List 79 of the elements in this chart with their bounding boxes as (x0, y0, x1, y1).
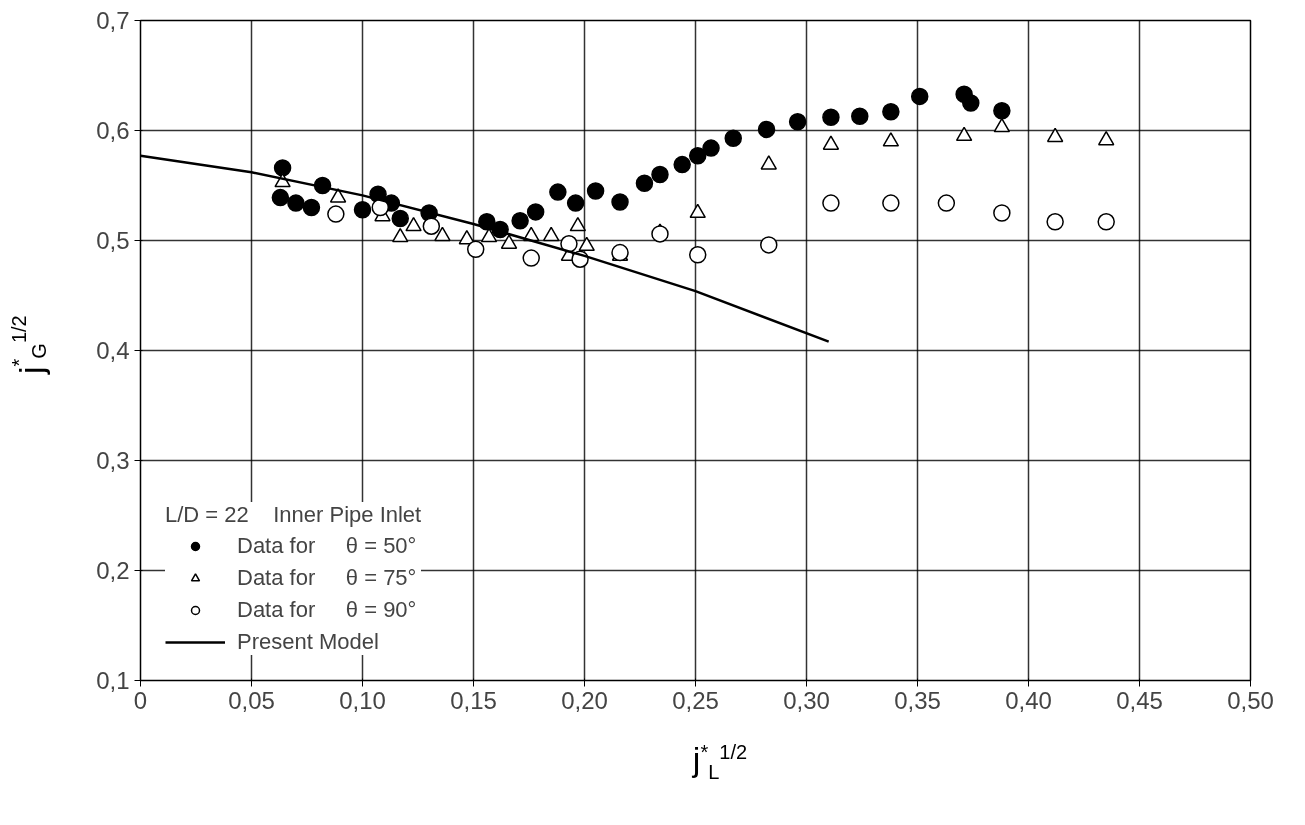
point (757, 120, 776, 139)
x-tick-label: 0,15 (450, 686, 497, 714)
point (1046, 213, 1064, 231)
point (271, 188, 290, 207)
point (522, 249, 540, 267)
point (760, 155, 778, 170)
point (822, 108, 840, 127)
point (760, 236, 778, 254)
point (724, 129, 742, 147)
point (578, 236, 595, 252)
point (993, 204, 1011, 222)
point (1046, 127, 1064, 143)
x-tick-label: 0,30 (783, 686, 830, 714)
point (788, 112, 807, 131)
point (422, 217, 441, 235)
point (273, 159, 292, 177)
point (511, 211, 529, 230)
y-tick-label: 0,4 (96, 337, 130, 364)
point (329, 188, 347, 203)
x-tick-label: 0,35 (894, 686, 941, 714)
point (542, 226, 560, 242)
point (651, 165, 669, 184)
point (688, 246, 707, 264)
x-tick-label: 0 (133, 686, 148, 714)
point (851, 107, 869, 125)
point (1097, 130, 1115, 146)
point (353, 200, 372, 219)
y-tick-label: 0,6 (96, 117, 130, 144)
y-tick-label: 0,3 (96, 447, 130, 474)
point (569, 216, 587, 232)
point (566, 194, 585, 212)
point (689, 203, 706, 219)
x-tick-label: 0,05 (228, 686, 275, 714)
point (910, 87, 929, 106)
legend-label: Present Model (237, 629, 379, 655)
legend-label: Data for θ = 90° (237, 597, 417, 623)
point (391, 209, 409, 228)
point (287, 194, 305, 212)
y-tick-label: 0,5 (96, 227, 130, 254)
x-tick-label: 0,45 (1116, 686, 1163, 714)
legend-label: Data for θ = 75° (237, 565, 417, 591)
point (993, 117, 1011, 133)
x-tick-label: 0,25 (672, 686, 719, 714)
point (651, 225, 669, 243)
point (882, 194, 900, 212)
point (1097, 213, 1115, 231)
point (327, 205, 345, 223)
x-tick-label: 0,50 (1227, 686, 1274, 714)
y-tick-label: 0,1 (96, 667, 130, 694)
point (688, 147, 707, 165)
point (962, 94, 980, 112)
x-tick-label: 0,10 (339, 686, 386, 714)
point (586, 182, 605, 200)
legend-label: Data for θ = 50° (237, 533, 417, 559)
y-tick-label: 0,7 (96, 7, 130, 34)
point (302, 198, 321, 217)
point (500, 234, 518, 249)
legend-title: L/D = 22 Inner Pipe Inlet (165, 502, 422, 528)
point (434, 226, 451, 242)
y-tick-label: 0,2 (96, 557, 130, 584)
point (391, 227, 409, 243)
point (549, 183, 567, 201)
point (955, 126, 973, 142)
point (466, 240, 485, 259)
point (611, 193, 629, 211)
point (371, 198, 390, 217)
point (882, 103, 900, 121)
point (993, 101, 1011, 120)
point (526, 203, 545, 221)
point (702, 139, 720, 157)
x-tick-label: 0,20 (561, 686, 608, 714)
point (822, 194, 840, 212)
x-tick-label: 0,40 (1005, 686, 1052, 714)
point (673, 155, 691, 174)
point (937, 194, 956, 212)
point (882, 132, 900, 147)
point (635, 174, 654, 193)
point (822, 135, 840, 150)
point (405, 216, 422, 232)
